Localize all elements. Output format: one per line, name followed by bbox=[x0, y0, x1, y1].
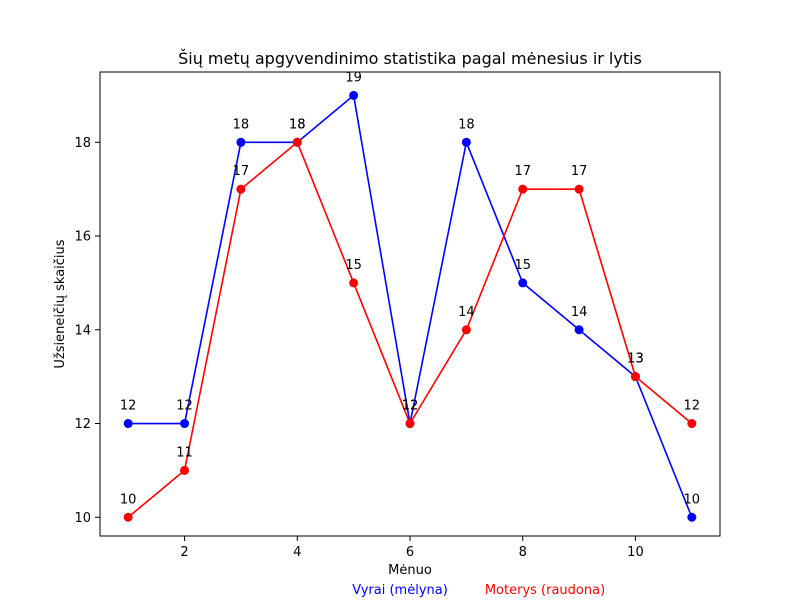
data-point bbox=[123, 419, 133, 429]
data-point bbox=[349, 278, 359, 288]
x-tick-label: 4 bbox=[293, 545, 301, 560]
chart-title: Šių metų apgyvendinimo statistika pagal … bbox=[178, 49, 642, 68]
series-moterys: 10 11 17 18 15 12 14 17 17 13 12 bbox=[120, 117, 701, 522]
x-tick-label: 2 bbox=[180, 545, 188, 560]
x-tick-label: 6 bbox=[406, 545, 414, 560]
x-axis: 2 4 6 8 10 bbox=[180, 536, 644, 560]
x-tick-label: 8 bbox=[519, 545, 527, 560]
data-label: 17 bbox=[233, 164, 250, 179]
series-vyrai: 12 12 18 18 19 12 18 15 14 13 10 bbox=[120, 70, 701, 522]
data-point bbox=[180, 419, 190, 429]
data-label: 12 bbox=[402, 399, 419, 414]
y-tick-label: 12 bbox=[74, 417, 91, 432]
x-tick-label: 10 bbox=[627, 545, 644, 560]
series-line bbox=[128, 93, 693, 518]
plot-area bbox=[99, 71, 721, 537]
y-tick-label: 10 bbox=[74, 511, 91, 526]
data-label: 17 bbox=[571, 164, 588, 179]
data-point bbox=[349, 90, 359, 100]
data-point bbox=[574, 325, 584, 335]
legend-item-vyrai: Vyrai (mėlyna) bbox=[352, 583, 448, 598]
data-label: 18 bbox=[289, 117, 306, 132]
series-line bbox=[127, 140, 693, 518]
data-point bbox=[461, 137, 471, 147]
data-label: 10 bbox=[684, 492, 701, 507]
data-point bbox=[630, 372, 640, 382]
data-label: 11 bbox=[176, 445, 193, 460]
data-point bbox=[123, 512, 133, 522]
data-point bbox=[180, 465, 190, 475]
data-label: 12 bbox=[684, 399, 701, 414]
data-label: 15 bbox=[514, 258, 531, 273]
data-label: 17 bbox=[514, 164, 531, 179]
y-axis-label: Užsieneičių skaičius bbox=[53, 239, 68, 368]
data-label: 18 bbox=[289, 117, 306, 132]
data-point bbox=[405, 419, 415, 429]
data-label: 13 bbox=[627, 352, 644, 367]
data-label: 12 bbox=[176, 399, 193, 414]
data-label: 18 bbox=[233, 117, 250, 132]
y-tick-label: 18 bbox=[74, 136, 91, 151]
data-label: 19 bbox=[345, 70, 362, 85]
y-tick-label: 14 bbox=[74, 323, 91, 338]
data-label: 14 bbox=[458, 305, 475, 320]
x-axis-label: Mėnuo bbox=[388, 563, 432, 578]
data-point bbox=[518, 278, 528, 288]
y-axis: 10 12 14 16 18 bbox=[74, 136, 100, 526]
data-label: 15 bbox=[345, 258, 362, 273]
data-point bbox=[574, 184, 584, 194]
data-label: 12 bbox=[120, 399, 137, 414]
data-point bbox=[461, 325, 471, 335]
data-label: 10 bbox=[120, 492, 137, 507]
data-label: 12 bbox=[402, 399, 419, 414]
data-point bbox=[687, 419, 697, 429]
data-point bbox=[687, 512, 697, 522]
data-point bbox=[236, 184, 246, 194]
legend: Vyrai (mėlyna) Moterys (raudona) bbox=[352, 583, 605, 598]
data-label: 14 bbox=[571, 305, 588, 320]
y-tick-label: 16 bbox=[74, 230, 91, 245]
data-label: 18 bbox=[458, 117, 475, 132]
data-point bbox=[292, 137, 302, 147]
data-point bbox=[236, 137, 246, 147]
legend-item-moterys: Moterys (raudona) bbox=[485, 583, 605, 598]
data-point bbox=[518, 184, 528, 194]
